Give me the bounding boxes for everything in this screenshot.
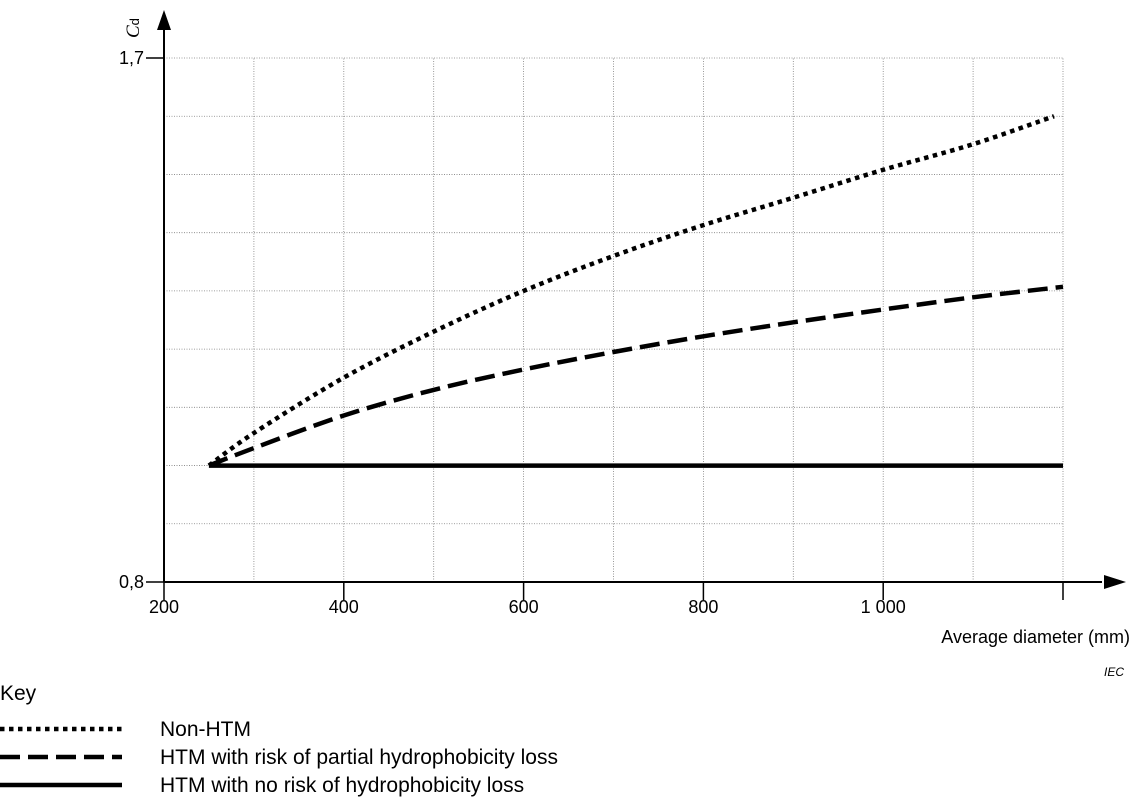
legend-title: Key — [0, 682, 37, 705]
legend-label-1: Non-HTM — [160, 718, 251, 741]
series-layer — [207, 114, 1064, 468]
series-line-1 — [207, 114, 1055, 468]
y-tick-label: 1,7 — [119, 48, 144, 68]
x-axis-label: Average diameter (mm) — [941, 627, 1130, 647]
legend-entries: Non-HTM HTM with risk of partial hydropho… — [0, 718, 558, 797]
axes-layer — [157, 10, 1126, 589]
x-tick-label: 600 — [509, 597, 539, 617]
legend-label-3: HTM with no risk of hydrophobicity loss — [160, 774, 524, 797]
y-tick-label: 0,8 — [119, 572, 144, 592]
x-tick-label: 200 — [149, 597, 179, 617]
ticks-layer: 200 400 600 800 1 000 0,8 1,7 — [119, 48, 1064, 617]
x-tick-label: 800 — [688, 597, 718, 617]
x-tick-label: 1 000 — [861, 597, 906, 617]
x-tick-label: 400 — [329, 597, 359, 617]
grid-layer — [164, 57, 1064, 582]
legend-label-2: HTM with risk of partial hydrophobicity … — [160, 746, 558, 769]
series-line-2 — [208, 284, 1064, 468]
y-axis-arrow — [157, 10, 171, 30]
iec-watermark: IEC — [1104, 665, 1124, 679]
y-axis-label: Cd — [123, 18, 144, 38]
x-axis-arrow — [1104, 575, 1126, 589]
legend: Key Non-HTM HTM with risk of partial hydr… — [0, 682, 558, 797]
